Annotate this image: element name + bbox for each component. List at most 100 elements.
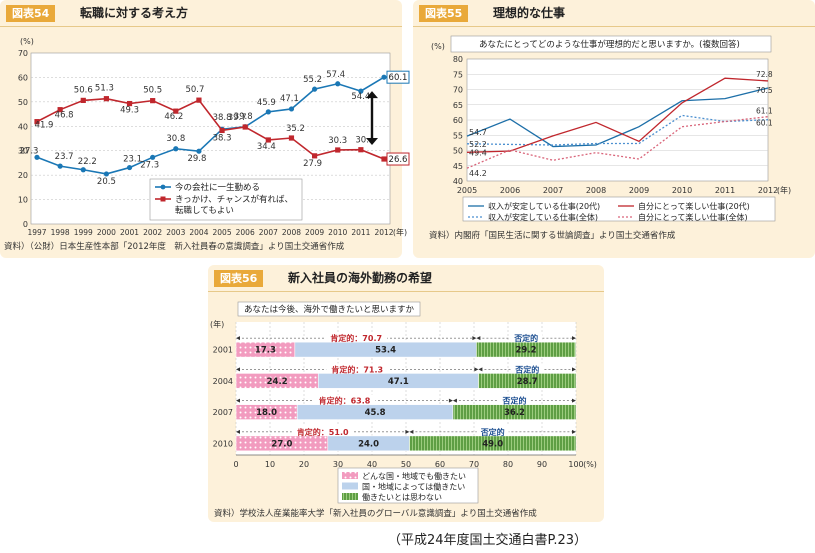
data-label: 38.8 bbox=[213, 113, 232, 123]
data-label: 41.9 bbox=[35, 121, 54, 131]
figure-55-header bbox=[413, 0, 815, 27]
data-point bbox=[219, 127, 225, 134]
data-label: 30.8 bbox=[166, 134, 185, 144]
figure-54-label: 図表54 bbox=[6, 5, 56, 22]
data-label: 53.4 bbox=[375, 346, 396, 356]
data-label: 60.1 bbox=[756, 119, 773, 128]
y-tick-label: 65 bbox=[453, 101, 463, 110]
data-label: 46.8 bbox=[55, 111, 74, 121]
data-label: 24.2 bbox=[267, 377, 288, 387]
x-tick-label: 2005 bbox=[213, 228, 232, 237]
data-label: 27.9 bbox=[303, 159, 322, 169]
x-tick-label: 2012 bbox=[758, 186, 778, 195]
bracket-arrow bbox=[474, 367, 479, 372]
data-point bbox=[288, 135, 295, 141]
negative-label: 否定的 bbox=[480, 427, 505, 437]
y-tick-label: 50 bbox=[453, 147, 463, 156]
question-box bbox=[450, 35, 772, 53]
legend-label: どんな国・地域でも働きたい bbox=[362, 471, 466, 481]
data-label: 52.2 bbox=[469, 140, 487, 149]
data-label: 39.7 bbox=[228, 113, 247, 123]
data-label: 50.7 bbox=[185, 85, 204, 95]
data-label: 49.0 bbox=[482, 439, 503, 449]
y-tick-label: 40 bbox=[18, 122, 28, 131]
x-tick-label: 1999 bbox=[74, 228, 93, 237]
data-label: 39.8 bbox=[234, 112, 253, 122]
positive-label-bg bbox=[325, 332, 388, 343]
figure-56-label: 図表56 bbox=[214, 270, 264, 287]
x-tick-label: 70 bbox=[469, 460, 479, 469]
citation: （平成24年度国土交通白書P.23） bbox=[388, 533, 588, 548]
bracket-arrow bbox=[572, 336, 576, 341]
series-line bbox=[466, 115, 769, 169]
data-label: 30.4 bbox=[355, 136, 374, 146]
data-label: 47.1 bbox=[388, 377, 409, 387]
data-label: 27.0 bbox=[271, 439, 292, 449]
data-point bbox=[126, 100, 133, 107]
x-unit: (年) bbox=[393, 227, 407, 237]
y-tick-label: 50 bbox=[18, 98, 28, 107]
data-point bbox=[358, 88, 364, 94]
bracket-arrow bbox=[572, 398, 576, 403]
data-point bbox=[265, 109, 271, 115]
data-point bbox=[381, 74, 387, 80]
legend-box bbox=[337, 467, 479, 504]
bracket-arrow bbox=[448, 398, 453, 403]
legend-label: きっかけ、チャンスが有れば、 bbox=[175, 194, 293, 205]
data-point bbox=[312, 153, 318, 159]
bracket-arrow bbox=[236, 336, 240, 341]
x-tick-label: 100 bbox=[568, 460, 583, 469]
negative-label-bg bbox=[498, 394, 531, 405]
chart-56: あなたは今後、海外で働きたいと思いますか 0 10 20 30 40 50 60 70 80 90 1… bbox=[210, 301, 597, 504]
data-label: 55.2 bbox=[303, 75, 322, 85]
y-tick-label: 0 bbox=[23, 220, 28, 229]
x-tick-label: 2010 bbox=[672, 186, 692, 195]
y-tick-label: 80 bbox=[453, 55, 463, 64]
x-tick-label: 2000 bbox=[97, 228, 116, 237]
x-tick-label: 2008 bbox=[586, 186, 606, 195]
positive-label-bg bbox=[326, 363, 389, 374]
data-label: 24.0 bbox=[358, 439, 379, 449]
x-tick-label: 80 bbox=[503, 460, 513, 469]
x-unit: (年) bbox=[777, 185, 791, 195]
data-label: 23.1 bbox=[123, 155, 142, 165]
data-label: 47.1 bbox=[280, 94, 299, 104]
data-label: 29.2 bbox=[516, 346, 537, 356]
data-label: 23.7 bbox=[55, 152, 74, 162]
y-unit: (%) bbox=[431, 42, 445, 51]
negative-label-bg bbox=[476, 425, 509, 436]
data-point bbox=[242, 124, 248, 130]
x-tick-label: 0 bbox=[233, 460, 238, 469]
data-label: 35.2 bbox=[286, 124, 305, 134]
category-label: 2004 bbox=[213, 377, 233, 386]
data-point bbox=[57, 107, 63, 113]
data-point bbox=[335, 147, 341, 153]
series-line bbox=[36, 97, 385, 160]
y-tick-label: 40 bbox=[453, 177, 463, 186]
x-tick-label: 20 bbox=[299, 460, 309, 469]
figure-56-header bbox=[208, 265, 604, 292]
data-point bbox=[57, 163, 63, 169]
y-tick-label: 30 bbox=[18, 147, 28, 156]
question-text: あなたは今後、海外で働きたいと思いますか bbox=[244, 304, 415, 315]
data-label: 72.8 bbox=[756, 70, 773, 79]
data-label: 45.9 bbox=[257, 98, 276, 108]
x-tick-label: 2009 bbox=[629, 186, 649, 195]
legend-label: 転職してもよい bbox=[175, 206, 234, 216]
negative-label-bg bbox=[511, 363, 544, 374]
negative-label: 否定的 bbox=[514, 364, 539, 374]
legend-label: 国・地域によっては働きたい bbox=[362, 482, 465, 492]
positive-label: 肯定的：71.3 bbox=[331, 364, 383, 374]
positive-label: 肯定的：51.0 bbox=[297, 427, 349, 437]
x-tick-label: 2012 bbox=[374, 228, 393, 237]
data-point bbox=[196, 148, 202, 154]
x-tick-label: 2011 bbox=[351, 228, 370, 237]
legend-label: 自分にとって楽しい仕事(全体) bbox=[638, 212, 748, 222]
y-unit: (年) bbox=[210, 319, 224, 329]
y-tick-label: 10 bbox=[18, 196, 28, 205]
data-label: 54.4 bbox=[351, 92, 370, 102]
data-point bbox=[103, 96, 109, 102]
data-label: 20.5 bbox=[97, 177, 116, 187]
figure-54-panel: 図表54 転職に対する考え方 0 10 20 30 40 50 60 70 (%) 1997 199… bbox=[0, 0, 410, 258]
positive-label-bg bbox=[313, 394, 376, 405]
